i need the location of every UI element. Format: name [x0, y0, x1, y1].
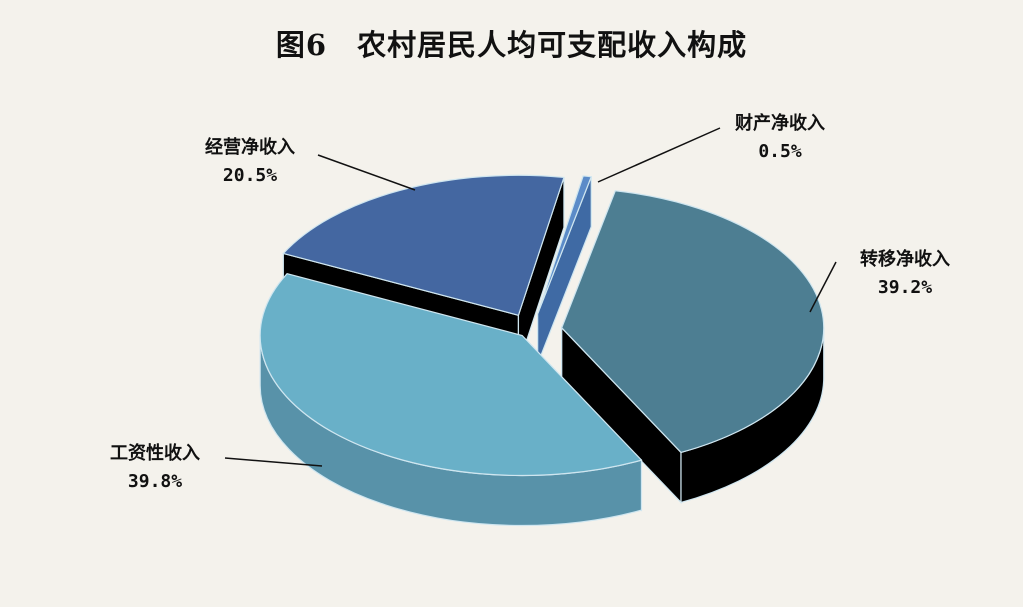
slice-value: 39.2% [877, 277, 933, 298]
label-transfer: 转移净收入 39.2% [820, 246, 990, 302]
label-property: 财产净收入 0.5% [700, 110, 860, 166]
label-business: 经营净收入 20.5% [170, 134, 330, 190]
pie-slice [537, 175, 593, 315]
leader-line [809, 261, 837, 313]
leader-line [597, 127, 721, 183]
slice-value: 0.5% [758, 141, 802, 162]
chart-title: 图6 农村居民人均可支配收入构成 [275, 28, 748, 62]
pie-slice [259, 273, 643, 477]
slice-label: 工资性收入 [110, 443, 200, 464]
pie-slice [282, 174, 565, 317]
slice-label: 转移净收入 [860, 249, 950, 270]
leader-line [317, 154, 416, 191]
label-wage: 工资性收入 39.8% [70, 440, 240, 496]
leader-line [224, 457, 323, 467]
pie-slice [561, 190, 825, 454]
slice-value: 39.8% [127, 471, 183, 492]
slice-label: 财产净收入 [735, 113, 825, 134]
slice-value: 20.5% [222, 165, 278, 186]
slice-label: 经营净收入 [205, 137, 295, 158]
